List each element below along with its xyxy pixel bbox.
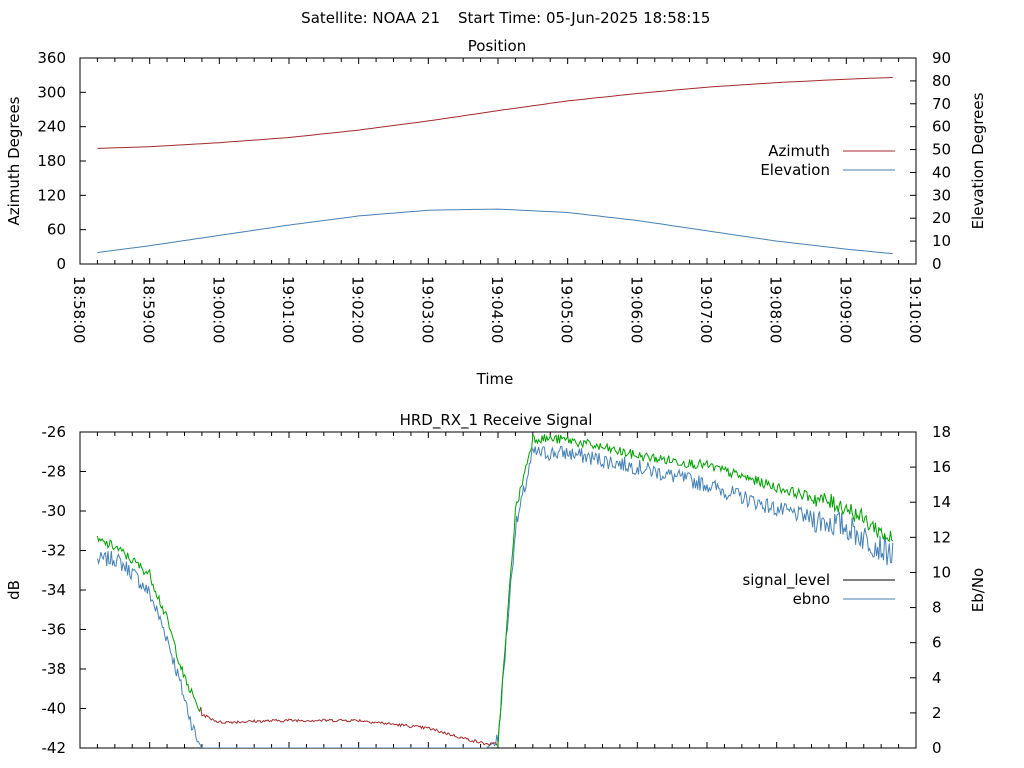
header-satellite: Satellite: NOAA 21 [301, 9, 440, 27]
position-chart: Position Azimuth Degrees Elevation Degre… [5, 37, 987, 388]
signal-title: HRD_RX_1 Receive Signal [400, 411, 593, 430]
y-tick-label: 180 [37, 152, 66, 170]
y-tick-label: 60 [47, 221, 66, 239]
position-legend: Azimuth Elevation [760, 142, 895, 179]
y-tick-label: -36 [42, 621, 67, 639]
header-start-time: Start Time: 05-Jun-2025 18:58:15 [458, 9, 710, 27]
legend-label-azimuth: Azimuth [768, 142, 830, 160]
y-tick-label: -32 [42, 542, 67, 560]
position-title: Position [468, 37, 526, 55]
y2-tick-label: 40 [932, 163, 951, 181]
y2-tick-label: 30 [932, 186, 951, 204]
y-tick-label: 120 [37, 186, 66, 204]
y2-tick-label: 60 [932, 118, 951, 136]
x-tick-label: 19:02:00 [349, 276, 367, 343]
y2-tick-label: 50 [932, 141, 951, 159]
y2-tick-label: 4 [932, 669, 942, 687]
y-tick-label: 0 [56, 255, 66, 273]
x-tick-label: 19:05:00 [558, 276, 576, 343]
x-tick-label: 19:06:00 [627, 276, 645, 343]
y-tick-label: -30 [42, 502, 67, 520]
y-tick-label: 360 [37, 49, 66, 67]
signal-y2-label: Eb/No [969, 568, 987, 612]
y2-tick-label: 12 [932, 528, 951, 546]
y-tick-label: -28 [42, 463, 67, 481]
x-tick-label: 19:08:00 [767, 276, 785, 343]
x-tick-label: 19:00:00 [209, 276, 227, 343]
series-ebno-line [96, 445, 894, 748]
series-signal-level-line [496, 434, 894, 748]
y2-tick-label: 14 [932, 493, 951, 511]
legend-label-signal-level: signal_level [742, 571, 830, 590]
x-tick-label: 18:58:00 [70, 276, 88, 343]
x-tick-label: 18:59:00 [140, 276, 158, 343]
y-tick-label: 240 [37, 118, 66, 136]
y2-tick-label: 70 [932, 95, 951, 113]
x-tick-label: 19:10:00 [906, 276, 924, 343]
signal-y-label: dB [5, 580, 23, 600]
legend-label-elevation: Elevation [760, 161, 830, 179]
y2-tick-label: 90 [932, 49, 951, 67]
x-tick-label: 19:01:00 [279, 276, 297, 343]
series-elevation-line [97, 208, 893, 255]
y-tick-label: -40 [42, 700, 67, 718]
y-tick-label: -34 [42, 581, 67, 599]
y2-tick-label: 8 [932, 599, 942, 617]
position-y-label: Azimuth Degrees [5, 96, 23, 225]
series-azimuth-line [97, 77, 893, 149]
signal-plot-frame [79, 431, 917, 749]
y2-tick-label: 2 [932, 704, 942, 722]
x-tick-label: 19:03:00 [418, 276, 436, 343]
x-tick-label: 19:07:00 [697, 276, 715, 343]
y-tick-label: 300 [37, 83, 66, 101]
y2-tick-label: 80 [932, 72, 951, 90]
y2-tick-label: 10 [932, 232, 951, 250]
y2-tick-label: 0 [932, 739, 942, 757]
signal-legend: signal_level ebno [742, 571, 895, 608]
position-y2-label: Elevation Degrees [969, 92, 987, 229]
y2-tick-label: 6 [932, 634, 942, 652]
y2-tick-label: 0 [932, 255, 942, 273]
y-tick-label: -38 [42, 660, 67, 678]
legend-label-ebno: ebno [793, 590, 830, 608]
y2-tick-label: 20 [932, 209, 951, 227]
x-tick-label: 19:04:00 [488, 276, 506, 343]
y2-tick-label: 18 [932, 423, 951, 441]
y-tick-label: -26 [42, 423, 67, 441]
y2-tick-label: 10 [932, 563, 951, 581]
y-tick-label: -42 [42, 739, 67, 757]
y2-tick-label: 16 [932, 458, 951, 476]
x-tick-label: 19:09:00 [836, 276, 854, 343]
series-signal-level-line [96, 535, 202, 713]
signal-chart: HRD_RX_1 Receive Signal dB Eb/No -42 -40 -… [5, 411, 987, 757]
series-signal-level-line [200, 707, 498, 746]
position-x-label: Time [476, 370, 514, 388]
